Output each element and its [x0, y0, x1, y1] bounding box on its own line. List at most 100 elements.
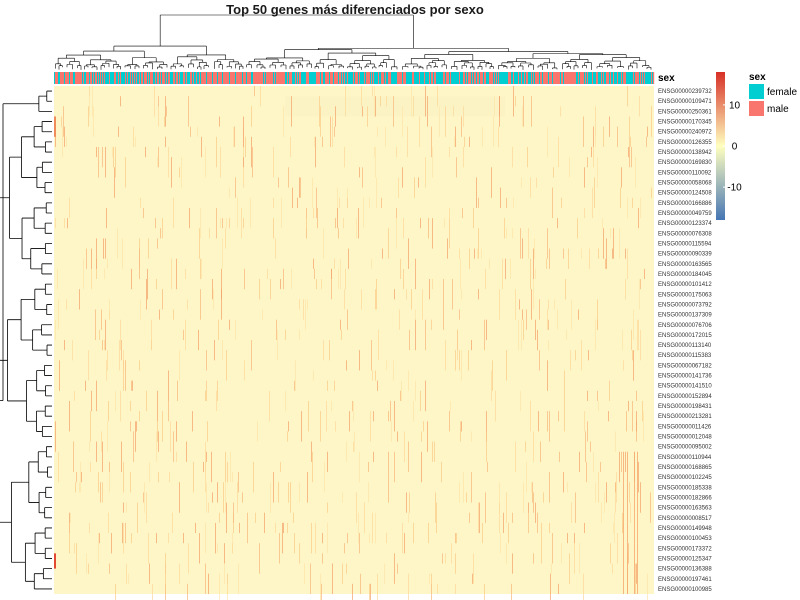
heatmap-cell	[491, 370, 492, 401]
heatmap-cell	[420, 218, 421, 229]
heatmap-cell	[495, 390, 496, 422]
heatmap-cell	[107, 258, 108, 269]
heatmap-cell	[250, 197, 251, 229]
heatmap-cell	[508, 522, 509, 544]
heatmap-cell	[374, 146, 375, 158]
heatmap-cell	[172, 512, 173, 534]
annotation-cell	[153, 72, 155, 84]
annotation-cell	[587, 72, 589, 84]
annotation-cell	[238, 72, 240, 84]
heatmap-cell	[445, 340, 446, 371]
heatmap-cell	[139, 411, 140, 422]
annotation-cell	[380, 72, 382, 84]
annotation-cell	[433, 72, 435, 84]
heatmap-cell	[403, 268, 404, 290]
annotation-cell	[74, 72, 76, 84]
heatmap-cell	[76, 543, 77, 574]
heatmap-cell	[431, 573, 432, 584]
heatmap-cell	[227, 583, 228, 600]
annotation-cell	[434, 72, 436, 84]
heatmap-cell	[477, 248, 478, 259]
annotation-cell	[375, 72, 377, 84]
heatmap-cell	[171, 157, 172, 188]
gene-label: ENSG00000173372	[658, 546, 712, 552]
annotation-cell	[346, 72, 348, 84]
annotation-cell	[388, 72, 390, 84]
heatmap-cell	[92, 86, 93, 117]
heatmap-cell	[162, 218, 163, 239]
heatmap-cell	[112, 146, 113, 158]
heatmap-cell	[437, 86, 438, 107]
annotation-cell	[429, 72, 431, 84]
heatmap-cell	[315, 136, 316, 168]
heatmap-cell	[567, 533, 568, 544]
annotation-cell	[172, 72, 174, 84]
annotation-cell	[553, 72, 555, 84]
heatmap-cell	[629, 146, 630, 168]
heatmap-cell	[499, 502, 500, 534]
heatmap-cell	[541, 522, 542, 544]
heatmap-band	[285, 96, 505, 117]
annotation-cell	[633, 72, 635, 84]
annotation-cell	[462, 72, 464, 84]
heatmap-cell	[227, 573, 228, 594]
annotation-cell	[225, 72, 227, 84]
annotation-cell	[576, 72, 578, 84]
heatmap-cell	[331, 400, 332, 412]
annotation-cell	[75, 72, 77, 84]
heatmap-cell	[290, 136, 291, 158]
heatmap-cell	[609, 116, 610, 137]
annotation-cell	[60, 72, 62, 84]
heatmap-cell	[547, 126, 548, 158]
heatmap-cell	[478, 289, 479, 300]
heatmap-cell	[88, 106, 89, 127]
heatmap-cell	[485, 492, 486, 523]
annotation-cell	[77, 72, 79, 84]
heatmap-cell	[443, 309, 444, 330]
row-dendrogram	[0, 90, 52, 590]
annotation-cell	[617, 72, 619, 84]
annotation-cell	[277, 72, 279, 84]
annotation-cell	[317, 72, 319, 84]
heatmap-cell	[132, 380, 133, 391]
annotation-cell	[397, 72, 399, 84]
gene-label: ENSG00000123374	[658, 221, 712, 227]
annotation-cell	[586, 72, 588, 84]
heatmap-cell	[155, 218, 156, 229]
annotation-cell	[230, 72, 232, 84]
heatmap-cell	[394, 400, 395, 432]
heatmap-cell	[69, 400, 70, 432]
annotation-cell	[324, 72, 326, 84]
heatmap-cell	[521, 177, 522, 188]
annotation-cell	[410, 72, 412, 84]
annotation-cell	[516, 72, 518, 84]
annotation-cell	[195, 72, 197, 84]
gene-label: ENSG00000008517	[658, 516, 712, 522]
annotation-cell	[595, 72, 597, 84]
heatmap-cell	[221, 268, 222, 300]
heatmap-cell	[547, 411, 548, 432]
heatmap-cell	[584, 167, 585, 188]
gene-label: ENSG00000115594	[658, 241, 712, 247]
heatmap-cell	[408, 512, 409, 523]
heatmap-cell	[287, 431, 288, 442]
heatmap-cell	[482, 522, 483, 544]
annotation-cell	[582, 72, 584, 84]
heatmap-cell	[313, 258, 314, 269]
heatmap-cell	[126, 502, 127, 513]
heatmap-cell	[64, 126, 65, 147]
annotation-cell	[510, 72, 512, 84]
annotation-cell	[73, 72, 75, 84]
heatmap-cell	[344, 543, 345, 554]
heatmap-cell	[640, 279, 641, 290]
heatmap-cell	[362, 106, 363, 117]
heatmap-cell	[429, 279, 430, 300]
heatmap-cell	[281, 197, 282, 229]
gene-label: ENSG00000141510	[658, 384, 712, 390]
annotation-cell	[444, 72, 446, 84]
annotation-cell	[189, 72, 191, 84]
heatmap-cell	[188, 96, 189, 127]
heatmap-cell	[269, 390, 270, 422]
annotation-cell	[440, 72, 442, 84]
heatmap-cell	[176, 421, 177, 442]
